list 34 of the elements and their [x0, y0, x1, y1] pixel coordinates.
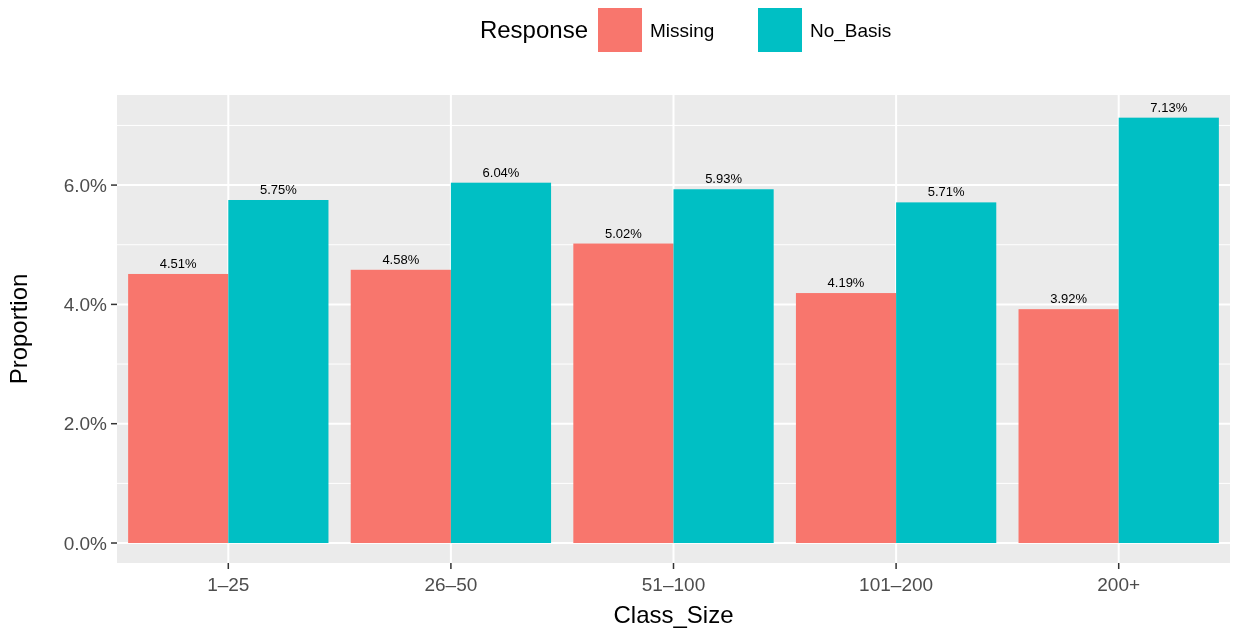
data-label: 5.75% [259, 181, 298, 197]
data-label: 6.04% [482, 164, 520, 180]
data-label: 4.19% [827, 275, 865, 291]
bar [450, 182, 552, 544]
y-axis-title: Proportion [5, 273, 32, 385]
legend-title: Response [479, 16, 588, 44]
bar [350, 269, 451, 544]
data-label: 4.58% [382, 251, 420, 267]
data-label: 5.71% [927, 184, 966, 200]
y-tick-label: 0.0% [63, 532, 108, 554]
x-tick-label: 51–100 [641, 574, 706, 595]
data-label: 5.93% [705, 171, 743, 187]
x-axis-title: Class_Size [613, 601, 734, 628]
y-tick-label: 6.0% [63, 174, 108, 196]
y-tick-label: 4.0% [63, 294, 108, 316]
bar [228, 199, 329, 544]
legend-label: No_Basis [810, 19, 892, 42]
y-tick-label: 2.0% [63, 413, 108, 435]
x-tick-label: 200+ [1097, 574, 1141, 595]
bar [1118, 117, 1219, 544]
bar [795, 293, 897, 544]
data-label: 5.02% [604, 225, 643, 241]
x-tick-label: 26–50 [424, 574, 478, 595]
x-tick-label: 101–200 [859, 574, 934, 595]
bar [896, 202, 997, 544]
bar [573, 243, 674, 544]
bar [128, 273, 229, 544]
bar [1018, 309, 1119, 544]
legend-label: Missing [650, 19, 715, 41]
x-tick-label: 1–25 [207, 574, 250, 595]
data-label: 3.92% [1050, 291, 1088, 307]
bar [673, 189, 774, 544]
data-label: 7.13% [1150, 99, 1188, 115]
data-label: 4.51% [159, 255, 198, 271]
